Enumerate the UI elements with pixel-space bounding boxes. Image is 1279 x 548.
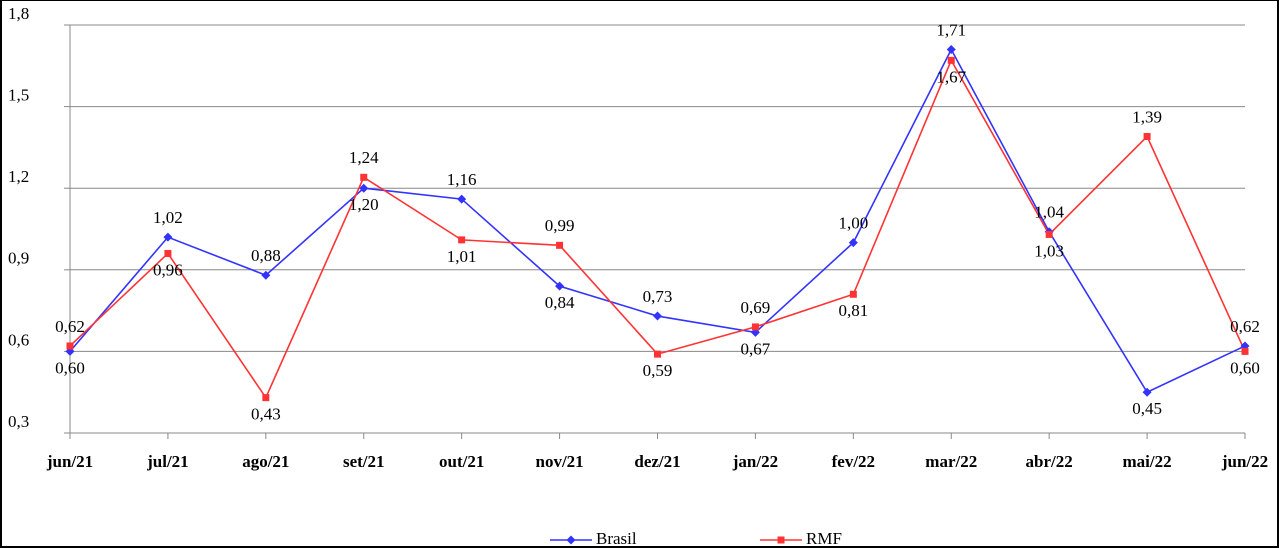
data-label: 0,59 — [643, 361, 673, 380]
data-label: 1,00 — [838, 214, 868, 233]
data-point — [1142, 387, 1152, 397]
data-label: 0,81 — [838, 301, 868, 320]
data-label: 0,96 — [153, 260, 183, 279]
data-label: 0,62 — [55, 317, 85, 336]
y-tick-label: 1,5 — [8, 86, 29, 105]
data-point — [849, 290, 857, 298]
data-label: 0,62 — [1230, 317, 1260, 336]
data-label: 1,39 — [1132, 107, 1162, 126]
data-point — [555, 281, 565, 291]
data-label: 0,73 — [643, 287, 673, 306]
data-point — [360, 173, 368, 181]
data-label: 0,45 — [1132, 399, 1162, 418]
data-point — [261, 270, 271, 280]
x-tick-label: jun/21 — [46, 452, 93, 471]
y-tick-label: 0,9 — [8, 249, 29, 268]
data-label: 1,24 — [349, 148, 379, 167]
x-tick-label: nov/21 — [535, 452, 583, 471]
data-label: 0,60 — [55, 358, 85, 377]
legend-marker — [566, 535, 576, 545]
data-point — [164, 249, 172, 257]
data-label: 0,99 — [545, 216, 575, 235]
data-label: 0,88 — [251, 246, 281, 265]
data-point — [653, 311, 662, 321]
data-label: 0,69 — [741, 298, 771, 317]
x-tick-label: fev/22 — [832, 452, 875, 471]
data-point — [66, 342, 74, 350]
data-point — [458, 236, 466, 244]
legend-marker — [777, 536, 785, 544]
data-label: 0,84 — [545, 293, 575, 312]
data-point — [947, 56, 955, 64]
data-point — [457, 194, 467, 204]
data-point — [654, 350, 661, 358]
data-point — [848, 238, 858, 248]
legend-label: Brasil — [596, 529, 637, 548]
data-point — [946, 44, 956, 54]
data-point — [1045, 230, 1053, 238]
y-tick-label: 0,6 — [8, 330, 29, 349]
data-label: 1,04 — [1034, 203, 1064, 222]
x-tick-label: ago/21 — [242, 452, 289, 471]
data-label: 0,67 — [741, 339, 771, 358]
legend-label: RMF — [806, 529, 842, 548]
data-point — [163, 232, 173, 242]
y-tick-label: 1,2 — [8, 167, 29, 186]
data-label: 0,43 — [251, 405, 281, 424]
x-tick-label: mai/22 — [1123, 452, 1172, 471]
data-point — [1241, 347, 1249, 355]
x-tick-label: abr/22 — [1026, 452, 1073, 471]
x-tick-label: set/21 — [343, 452, 385, 471]
data-label: 1,16 — [447, 170, 477, 189]
x-tick-label: out/21 — [439, 452, 484, 471]
data-point — [751, 323, 759, 331]
x-tick-label: dez/21 — [634, 452, 680, 471]
data-label: 1,02 — [153, 208, 183, 227]
data-point — [262, 394, 270, 402]
data-label: 1,67 — [936, 67, 966, 86]
data-label: 1,71 — [936, 20, 966, 39]
x-tick-label: jun/22 — [1221, 452, 1268, 471]
data-point — [359, 183, 369, 193]
data-point — [1143, 133, 1151, 141]
data-label: 1,03 — [1034, 241, 1064, 260]
x-tick-label: jan/22 — [732, 452, 778, 471]
data-label: 1,01 — [447, 247, 477, 266]
y-tick-label: 0,3 — [8, 412, 29, 431]
x-tick-label: mar/22 — [925, 452, 977, 471]
y-tick-label: 1,8 — [8, 4, 29, 23]
data-label: 1,20 — [349, 195, 379, 214]
x-tick-label: jul/21 — [146, 452, 189, 471]
data-point — [556, 241, 564, 249]
data-label: 0,60 — [1230, 358, 1260, 377]
